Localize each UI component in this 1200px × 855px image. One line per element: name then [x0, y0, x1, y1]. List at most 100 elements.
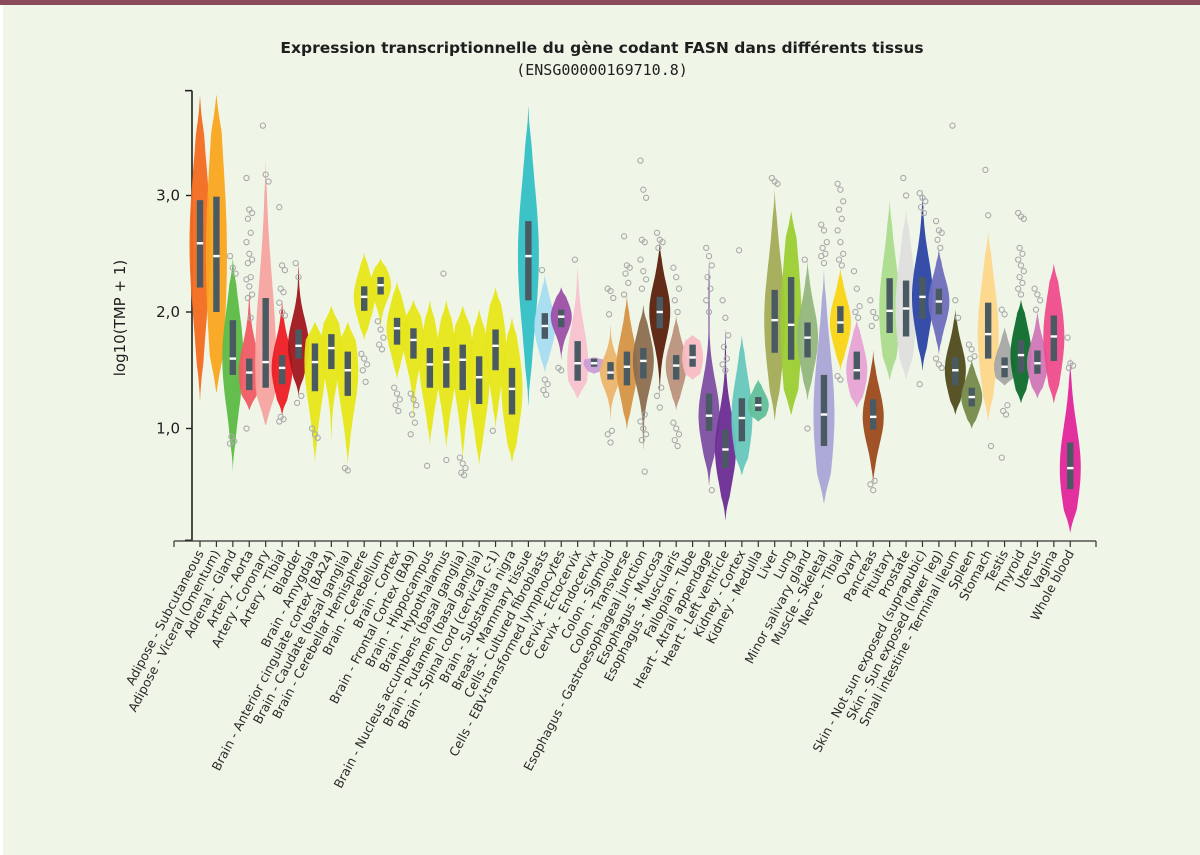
outlier-point — [900, 174, 907, 182]
median-mark — [935, 300, 943, 303]
outlier-point — [952, 297, 959, 304]
outlier-point — [1020, 215, 1027, 222]
iqr-box — [246, 358, 253, 391]
left-edge — [0, 5, 3, 855]
violin-group — [1059, 334, 1081, 533]
median-mark — [311, 360, 319, 364]
outlier-point — [819, 244, 826, 252]
outlier-point — [1001, 311, 1008, 318]
iqr-box — [328, 334, 335, 370]
outlier-point — [378, 346, 386, 353]
outlier-point — [820, 227, 828, 234]
outlier-point — [868, 322, 875, 330]
iqr-box — [984, 302, 992, 359]
violin-body — [288, 264, 309, 395]
median-mark — [968, 395, 975, 399]
iqr-box — [1050, 315, 1058, 361]
outlier-point — [1016, 244, 1023, 252]
y-axis-label: log10(TMP + 1) — [111, 260, 129, 376]
outlier-point — [358, 350, 365, 358]
iqr-box — [787, 277, 795, 360]
violin-body — [403, 300, 424, 421]
violin-group — [747, 379, 769, 422]
chart-subtitle: (ENSG00000169710.8) — [516, 61, 688, 79]
outlier-point — [870, 487, 877, 494]
violin-group — [797, 256, 818, 432]
outlier-point — [835, 206, 843, 213]
iqr-box — [213, 196, 220, 312]
outlier-point — [408, 411, 416, 418]
outlier-point — [626, 264, 633, 271]
median-mark — [853, 369, 860, 372]
outlier-point — [916, 190, 923, 197]
median-mark — [705, 414, 713, 417]
outlier-point — [277, 285, 284, 292]
violin-body — [698, 259, 720, 486]
median-mark — [1017, 353, 1025, 357]
outlier-point — [922, 198, 929, 205]
outlier-point — [604, 431, 611, 438]
violin-group — [222, 252, 244, 471]
median-mark — [722, 448, 729, 451]
outlier-point — [247, 229, 254, 236]
outlier-point — [361, 355, 368, 362]
outlier-point — [244, 259, 252, 267]
x-tick-label: Adipose - Viceral (Omentum) — [125, 547, 223, 714]
outlier-point — [281, 266, 289, 274]
outlier-point — [541, 376, 548, 383]
outlier-point — [938, 229, 945, 236]
outlier-point — [725, 332, 732, 339]
iqr-box — [820, 374, 828, 446]
violin-group — [567, 256, 589, 399]
outlier-point — [871, 477, 878, 485]
outlier-point — [1015, 209, 1022, 217]
outlier-point — [840, 250, 847, 257]
violin-group — [764, 174, 786, 421]
outlier-point — [423, 462, 431, 469]
median-mark — [820, 413, 828, 416]
outlier-point — [850, 268, 858, 275]
outlier-point — [605, 311, 613, 318]
outlier-point — [1034, 291, 1041, 298]
median-mark — [672, 364, 680, 367]
outlier-point — [937, 244, 944, 252]
iqr-box — [837, 306, 844, 333]
y-tick-label: 3,0 — [156, 187, 180, 205]
outlier-point — [673, 425, 680, 432]
iqr-box — [459, 344, 466, 391]
outlier-point — [920, 209, 928, 217]
violin-group — [337, 322, 359, 474]
violin-group — [879, 200, 901, 380]
violin-body — [320, 306, 342, 441]
iqr-box — [689, 344, 696, 367]
chart-title: Expression transcriptionnelle du gène co… — [280, 39, 923, 57]
violin-group — [238, 174, 260, 432]
outlier-point — [276, 204, 283, 211]
outlier-point — [558, 367, 565, 374]
outlier-point — [852, 308, 859, 316]
outlier-point — [374, 318, 381, 325]
outlier-point — [391, 384, 398, 391]
outlier-point — [228, 433, 235, 440]
iqr-box — [886, 278, 893, 333]
outlier-point — [855, 314, 862, 321]
outlier-point — [1000, 407, 1007, 415]
outlier-point — [248, 256, 256, 263]
outlier-point — [1032, 306, 1040, 313]
outlier-point — [967, 355, 974, 362]
outlier-point — [638, 436, 646, 444]
outlier-point — [396, 396, 403, 403]
violin-group — [550, 287, 572, 374]
outlier-point — [243, 425, 250, 432]
outlier-point — [1020, 268, 1027, 275]
outlier-point — [544, 381, 551, 388]
outlier-point — [1065, 364, 1073, 372]
outlier-point — [607, 439, 614, 446]
outlier-point — [411, 419, 419, 426]
median-mark — [361, 295, 368, 299]
top-border-bar — [0, 0, 1200, 5]
outlier-point — [1016, 273, 1023, 281]
outlier-point — [641, 238, 648, 246]
iqr-box — [705, 393, 713, 431]
median-mark — [919, 295, 926, 299]
